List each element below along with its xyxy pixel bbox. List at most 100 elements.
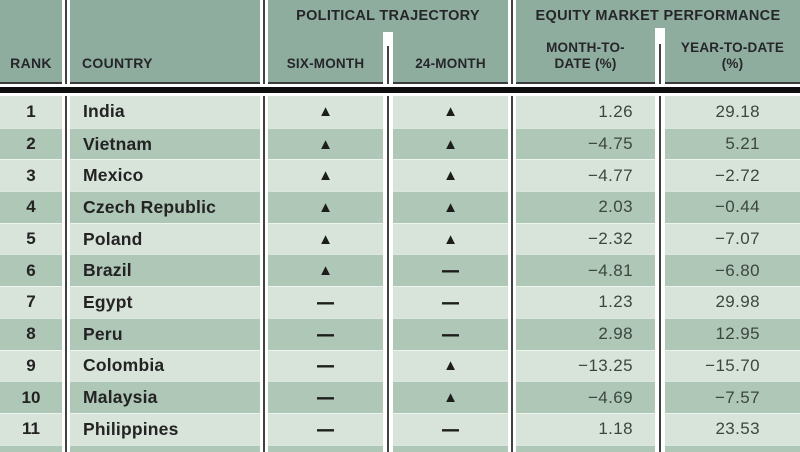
month-to-date-value: −4.75 [516, 127, 655, 160]
24-month-trajectory: ▲ [393, 127, 508, 160]
column-gutter [383, 254, 393, 287]
column-gutter [655, 127, 665, 160]
rank-cell: 11 [0, 412, 62, 445]
table-row: 6 Brazil ▲ — −4.81 −6.80 [0, 254, 800, 287]
year-to-date-value: 23.53 [665, 412, 800, 445]
country-cell: Malaysia [70, 381, 260, 413]
column-gutter [655, 412, 665, 445]
year-to-date-value: −7.57 [665, 381, 800, 413]
column-gutter [655, 222, 665, 255]
table-row: 1 India ▲ ▲ 1.26 29.18 [0, 96, 800, 128]
rank-cell: 1 [0, 96, 62, 128]
column-gutter [383, 96, 393, 128]
flat-dash-icon: — [442, 257, 459, 285]
table-row: 5 Poland ▲ ▲ −2.32 −7.07 [0, 222, 800, 255]
rank-column-header: RANK [0, 0, 62, 84]
table-row: 10 Malaysia — ▲ −4.69 −7.57 [0, 381, 800, 413]
column-gutter [508, 159, 516, 192]
table-header: RANK COUNTRY POLITICAL TRAJECTORY SIX-MO… [0, 0, 800, 84]
year-to-date-value: 12.95 [665, 317, 800, 350]
month-to-date-value: −4.77 [516, 159, 655, 192]
flat-dash-icon: — [317, 320, 334, 348]
country-column-header: COUNTRY [70, 0, 260, 84]
column-gutter [508, 349, 516, 382]
rank-cell: 8 [0, 317, 62, 350]
country-cell: Vietnam [70, 127, 260, 160]
political-trajectory-group-header: POLITICAL TRAJECTORY SIX-MONTH 24-MONTH [268, 0, 508, 84]
six-month-trajectory: ▲ [268, 222, 383, 255]
column-gutter [260, 159, 268, 192]
up-triangle-icon: ▲ [318, 103, 333, 121]
year-to-date-value: −0.44 [665, 191, 800, 223]
column-gutter [62, 412, 70, 445]
column-gutter [62, 286, 70, 318]
country-cell: Poland [70, 222, 260, 255]
six-month-trajectory: — [268, 317, 383, 350]
rank-cell: 9 [0, 349, 62, 382]
column-gutter [260, 381, 268, 413]
column-gutter [655, 159, 665, 192]
24-month-trajectory: ▲ [393, 349, 508, 382]
24-month-trajectory: ▲ [393, 191, 508, 223]
24-month-trajectory: — [393, 286, 508, 318]
month-to-date-value: 2.03 [516, 191, 655, 223]
six-month-trajectory: — [268, 381, 383, 413]
rank-cell: 6 [0, 254, 62, 287]
year-to-date-value: −6.80 [665, 254, 800, 287]
year-to-date-value: 5.21 [665, 127, 800, 160]
column-gutter [62, 254, 70, 287]
column-gutter [260, 254, 268, 287]
header-divider-rule [0, 84, 800, 96]
rank-cell: 10 [0, 381, 62, 413]
24-month-trajectory: — [393, 317, 508, 350]
column-gutter [655, 286, 665, 318]
column-gutter [508, 0, 516, 84]
country-cell: Egypt [70, 286, 260, 318]
year-to-date-value: −15.70 [665, 349, 800, 382]
month-to-date-value: 1.23 [516, 286, 655, 318]
equity-performance-group-header: EQUITY MARKET PERFORMANCE MONTH-TO- DATE… [516, 0, 800, 84]
rank-cell: 7 [0, 286, 62, 318]
month-to-date-value: 1.18 [516, 412, 655, 445]
column-gutter [62, 317, 70, 350]
table-row: 2 Vietnam ▲ ▲ −4.75 5.21 [0, 127, 800, 160]
flat-dash-icon: — [442, 289, 459, 316]
column-gutter [260, 349, 268, 382]
month-to-date-value: −4.81 [516, 254, 655, 287]
year-to-date-column-header: YEAR-TO-DATE (%) [680, 40, 785, 71]
column-gutter [508, 412, 516, 445]
24-month-trajectory: — [393, 412, 508, 445]
rank-cell: 2 [0, 127, 62, 160]
month-to-date-value: −13.25 [516, 349, 655, 382]
column-gutter [655, 191, 665, 223]
year-to-date-value: 29.98 [665, 286, 800, 318]
six-month-trajectory: ▲ [268, 127, 383, 160]
column-gutter [383, 381, 393, 413]
column-gutter [508, 127, 516, 160]
rank-cell: 5 [0, 222, 62, 255]
six-month-trajectory: ▲ [268, 96, 383, 128]
up-triangle-icon: ▲ [443, 167, 458, 185]
six-month-trajectory: ▲ [268, 191, 383, 223]
country-cell: Colombia [70, 349, 260, 382]
country-cell: Brazil [70, 254, 260, 287]
column-gutter [62, 381, 70, 413]
country-cell: Czech Republic [70, 191, 260, 223]
country-cell: Mexico [70, 159, 260, 192]
up-triangle-icon: ▲ [318, 198, 333, 216]
column-gutter [383, 317, 393, 350]
partial-next-row [0, 444, 800, 452]
24-month-trajectory: — [393, 254, 508, 287]
24-month-trajectory: ▲ [393, 96, 508, 128]
year-to-date-value: 29.18 [665, 96, 800, 128]
year-to-date-value: −2.72 [665, 159, 800, 192]
column-gutter [655, 254, 665, 287]
flat-dash-icon: — [317, 289, 334, 316]
rank-cell: 3 [0, 159, 62, 192]
up-triangle-icon: ▲ [443, 230, 458, 248]
column-gutter [383, 222, 393, 255]
up-triangle-icon: ▲ [318, 135, 333, 153]
24-month-trajectory: ▲ [393, 159, 508, 192]
column-gutter [508, 191, 516, 223]
